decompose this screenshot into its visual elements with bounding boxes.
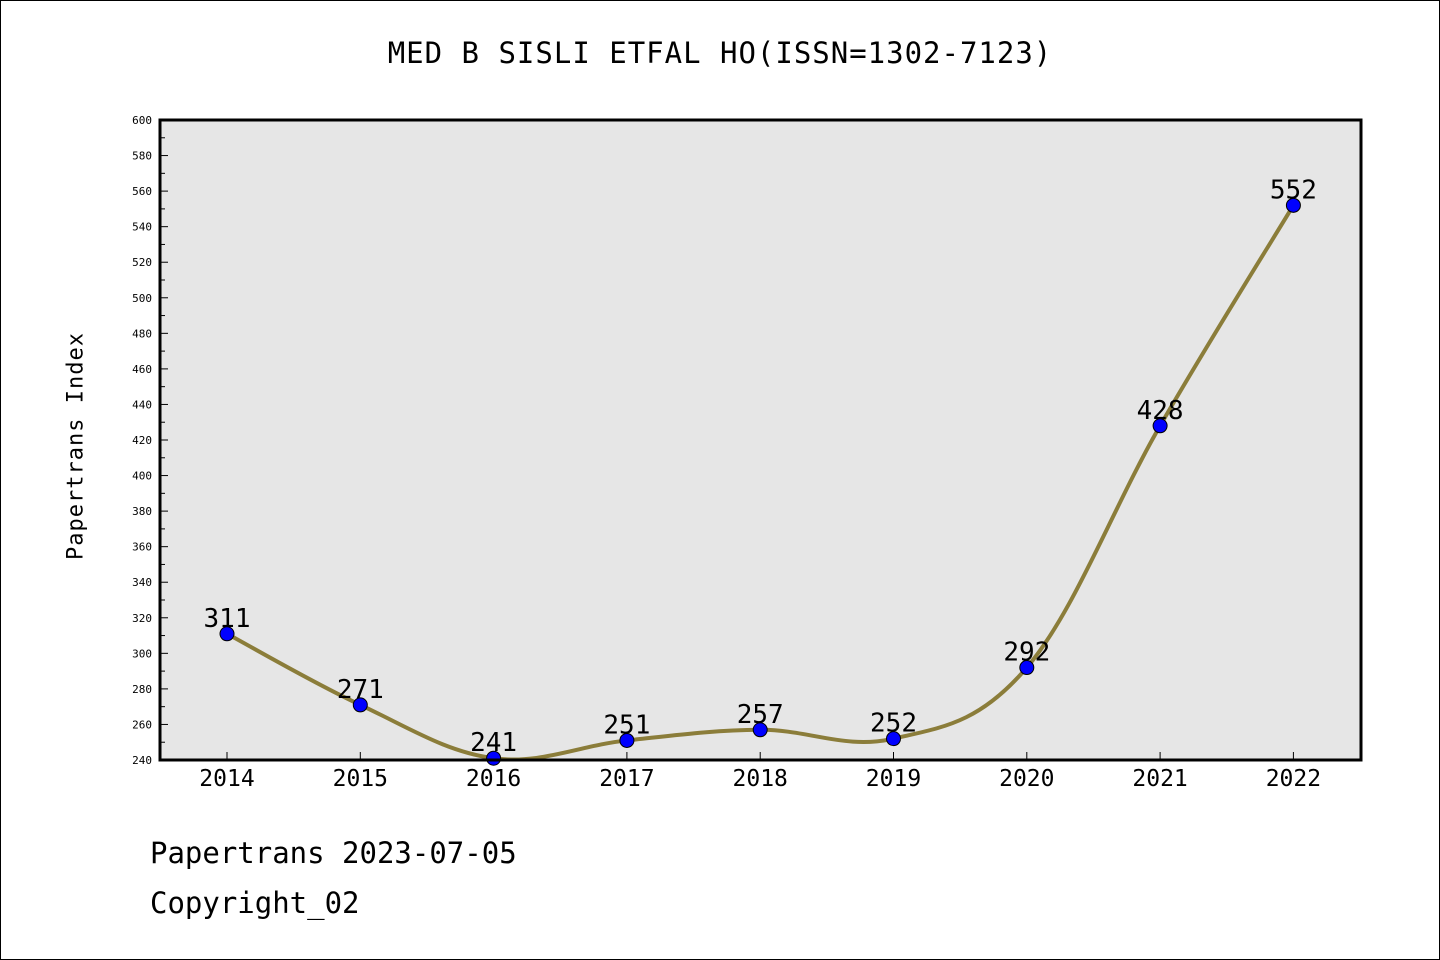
y-tick-label: 500 — [132, 292, 152, 305]
y-tick-label: 340 — [132, 576, 152, 589]
y-tick-label: 460 — [132, 363, 152, 376]
plot-border — [158, 118, 1363, 762]
x-tick-label: 2020 — [999, 766, 1054, 792]
y-tick-label: 240 — [132, 754, 152, 767]
data-point-marker — [1285, 197, 1301, 213]
plot-area — [160, 120, 1361, 760]
x-axis: 2014 2015 2016 2017 2018 2019 2020 2021 2022 — [199, 752, 1321, 792]
footer-copyright: Copyright_02 — [150, 886, 360, 920]
x-tick-label: 2022 — [1266, 766, 1321, 792]
data-label: 241 — [470, 728, 517, 758]
data-label: 252 — [870, 709, 917, 739]
x-tick-label: 2015 — [333, 766, 388, 792]
data-point-marker — [486, 750, 502, 766]
data-point-marker — [1152, 418, 1168, 434]
data-point-marker — [352, 697, 368, 713]
series-line — [225, 203, 1296, 762]
data-point-marker — [219, 626, 235, 642]
y-tick-label: 420 — [132, 434, 152, 447]
x-tick-label: 2018 — [733, 766, 788, 792]
chart-title: MED B SISLI ETFAL HO(ISSN=1302-7123) — [387, 36, 1053, 70]
y-tick-label: 540 — [132, 221, 152, 234]
series-group: 311 271 241 251 257 252 292 428 552 — [204, 175, 1317, 766]
data-label: 311 — [204, 604, 251, 634]
y-tick-label: 560 — [132, 185, 152, 198]
data-point-marker — [619, 732, 635, 748]
y-tick-label: 260 — [132, 718, 152, 731]
data-label: 257 — [737, 700, 784, 730]
x-tick-label: 2017 — [599, 766, 654, 792]
data-point-marker — [1019, 660, 1035, 676]
y-tick-label: 280 — [132, 683, 152, 696]
x-tick-label: 2019 — [866, 766, 921, 792]
y-tick-label: 580 — [132, 150, 152, 163]
y-tick-label: 600 — [132, 114, 152, 127]
footer-date: Papertrans 2023-07-05 — [150, 836, 517, 870]
y-tick-label: 320 — [132, 612, 152, 625]
y-tick-label: 380 — [132, 505, 152, 518]
data-label: 552 — [1270, 175, 1317, 205]
data-point-marker — [886, 731, 901, 747]
y-tick-label: 520 — [132, 256, 152, 269]
y-axis: 240 260 280 300 320 340 360 380 400 420 440 460 480 5… — [132, 114, 168, 767]
y-tick-label: 480 — [132, 327, 152, 340]
data-label: 428 — [1137, 396, 1184, 426]
y-tick-label: 400 — [132, 470, 152, 483]
data-label: 251 — [603, 710, 650, 740]
data-label: 271 — [337, 675, 384, 705]
data-label: 292 — [1003, 638, 1050, 668]
y-tick-label: 440 — [132, 398, 152, 411]
data-point-marker — [752, 722, 768, 738]
y-tick-label: 360 — [132, 541, 152, 554]
x-tick-label: 2021 — [1132, 766, 1187, 792]
x-tick-label: 2014 — [199, 766, 254, 792]
x-tick-label: 2016 — [466, 766, 521, 792]
y-tick-label: 300 — [132, 647, 152, 660]
